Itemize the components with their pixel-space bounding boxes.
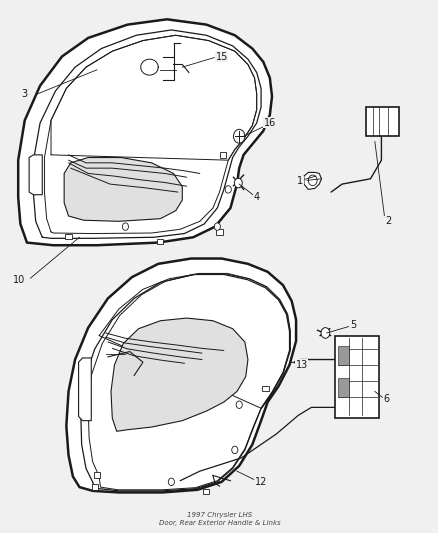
Bar	[157, 239, 163, 244]
Polygon shape	[303, 172, 321, 189]
Circle shape	[214, 223, 220, 230]
Bar	[65, 233, 71, 239]
Circle shape	[320, 328, 329, 338]
Text: 6: 6	[383, 394, 389, 405]
Text: 5: 5	[349, 320, 355, 330]
Circle shape	[307, 175, 316, 185]
Text: 12: 12	[254, 477, 267, 487]
Text: 1: 1	[297, 176, 303, 187]
Circle shape	[122, 223, 128, 230]
Bar	[203, 489, 209, 494]
Text: 1997 Chrysler LHS
Door, Rear Exterior Handle & Links: 1997 Chrysler LHS Door, Rear Exterior Ha…	[158, 512, 280, 526]
Bar	[219, 152, 226, 158]
Bar	[94, 472, 100, 478]
Circle shape	[233, 130, 244, 143]
Bar	[337, 346, 348, 365]
Text: 4: 4	[253, 192, 259, 203]
Text: 13: 13	[295, 360, 307, 370]
Circle shape	[225, 185, 231, 193]
Circle shape	[234, 178, 242, 188]
Polygon shape	[78, 358, 91, 421]
Bar	[335, 336, 378, 418]
Text: 10: 10	[13, 275, 25, 285]
Bar	[216, 229, 222, 235]
Text: 15: 15	[215, 52, 227, 61]
Polygon shape	[64, 158, 182, 221]
Bar	[92, 484, 98, 490]
Text: 2: 2	[384, 216, 390, 227]
Text: 16: 16	[263, 118, 276, 128]
Polygon shape	[18, 19, 272, 245]
Circle shape	[231, 446, 237, 454]
Polygon shape	[66, 259, 295, 492]
Bar	[262, 386, 268, 391]
Bar	[365, 107, 398, 136]
Text: 3: 3	[21, 88, 28, 99]
Circle shape	[168, 478, 174, 486]
Polygon shape	[29, 155, 42, 195]
Polygon shape	[111, 318, 247, 431]
Circle shape	[236, 401, 242, 408]
Bar	[337, 378, 348, 397]
